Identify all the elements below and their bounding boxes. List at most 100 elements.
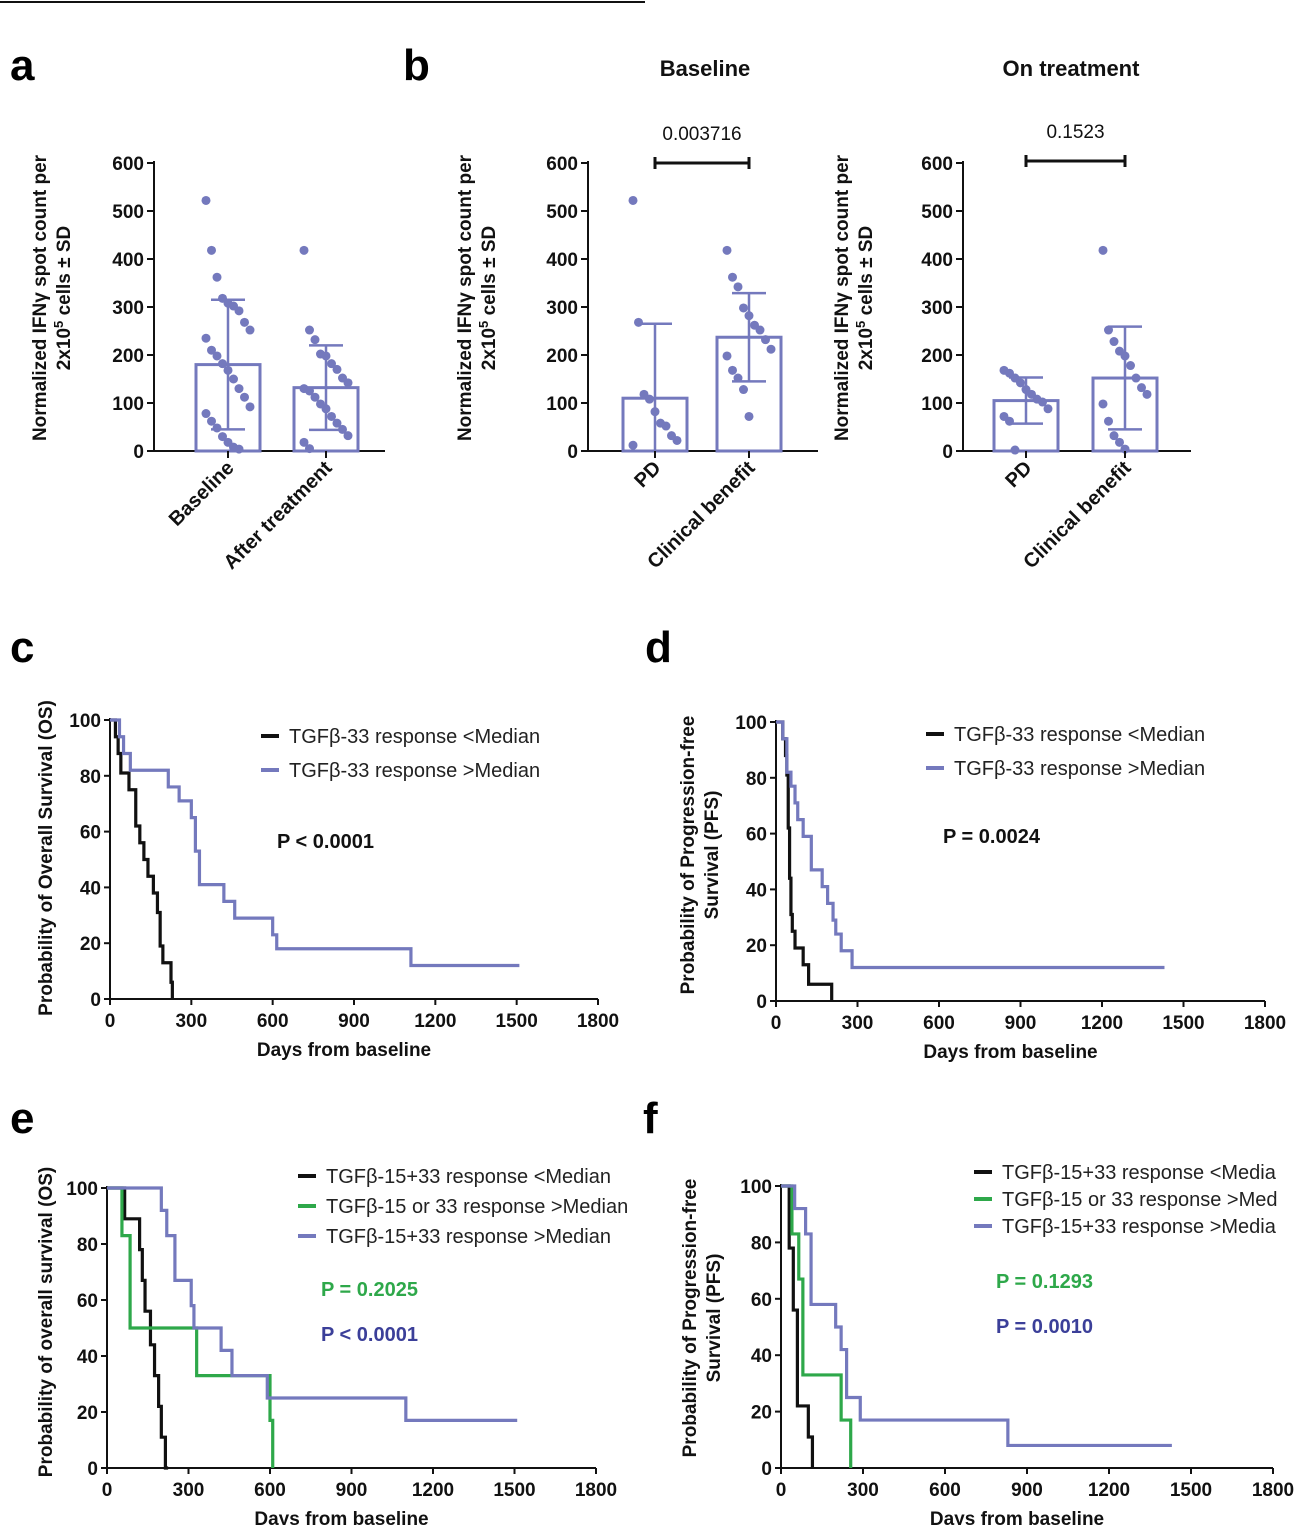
data-point	[661, 421, 671, 431]
data-point	[1120, 351, 1130, 361]
x-tick-label: 900	[1005, 1013, 1037, 1034]
data-point	[739, 303, 748, 313]
y-tick-label: 100	[546, 394, 578, 415]
data-point	[245, 325, 255, 335]
data-point	[1005, 416, 1014, 426]
x-tick-label: 600	[254, 1480, 286, 1501]
y-tick-label: 80	[80, 767, 101, 788]
x-tick-label: 600	[257, 1011, 289, 1032]
data-point	[207, 245, 216, 255]
x-tick-label: 0	[105, 1011, 116, 1032]
data-point	[1115, 437, 1124, 447]
survival-curve	[107, 1186, 275, 1468]
x-tick-label: 0	[102, 1480, 113, 1501]
y-axis-label-line1: Normalized IFNγ spot count per	[832, 154, 853, 441]
y-tick-label: 600	[921, 154, 953, 175]
data-point	[332, 364, 342, 374]
p-value: P = 0.0024	[943, 826, 1041, 848]
y-tick-label: 0	[133, 442, 144, 463]
y-tick-label: 60	[746, 825, 767, 846]
y-tick-label: 0	[567, 442, 578, 463]
y-tick-label: 500	[546, 202, 578, 223]
y-tick-label: 100	[921, 394, 953, 415]
y-tick-label: 300	[546, 298, 578, 319]
x-tick-label: 600	[929, 1480, 961, 1501]
y-tick-label: 400	[546, 250, 578, 271]
y-axis-label-line2: 2x105 cells ± SD	[853, 226, 877, 370]
title-on-treatment: On treatment	[1003, 56, 1141, 81]
y-tick-label: 20	[80, 934, 101, 955]
data-point	[310, 392, 320, 402]
y-tick-label: 500	[921, 202, 953, 223]
y-tick-label: 0	[761, 1459, 772, 1480]
data-point	[223, 365, 233, 375]
y-tick-label: 80	[746, 769, 767, 790]
data-point	[321, 404, 331, 414]
data-point	[327, 411, 336, 421]
data-point	[1038, 397, 1047, 407]
y-tick-label: 100	[66, 1179, 98, 1200]
y-tick-label: 600	[112, 154, 144, 175]
survival-curve	[781, 1184, 1172, 1448]
p-value: P = 0.1293	[996, 1271, 1093, 1293]
data-point	[1098, 399, 1108, 409]
legend-label: TGFβ-15+33 response <Median	[326, 1166, 611, 1188]
y-tick-label: 200	[112, 346, 144, 367]
chart-c: 0 20 40 60 80 100 0 300 600 900 1200 1500 1800 Days f…	[36, 700, 619, 1061]
survival-curve	[781, 1184, 815, 1468]
p-value: P = 0.2025	[321, 1279, 418, 1301]
y-tick-label: 0	[87, 1459, 98, 1480]
y-axis-label-line2: 2x105 cells ± SD	[51, 226, 75, 370]
y-tick-label: 300	[112, 298, 144, 319]
survival-curve	[776, 720, 1165, 970]
data-point	[761, 335, 770, 345]
data-point	[218, 432, 227, 442]
x-tick-label: 1500	[496, 1011, 538, 1032]
x-tick-label: 300	[842, 1013, 874, 1034]
y-tick-label: 400	[112, 250, 144, 271]
data-point	[201, 195, 211, 205]
y-tick-label: 80	[751, 1233, 772, 1254]
y-axis-label-line1: Normalized IFNγ spot count per	[30, 154, 51, 441]
legend-label: TGFβ-15+33 response <Media	[1002, 1162, 1277, 1184]
data-point	[1098, 245, 1108, 255]
title-baseline: Baseline	[660, 56, 751, 81]
legend-label: TGFβ-15 or 33 response >Median	[326, 1196, 628, 1218]
data-point	[672, 435, 682, 445]
y-tick-label: 40	[751, 1346, 772, 1367]
data-point	[343, 431, 353, 441]
chart-d: 0 20 40 60 80 100 0 300 600 900 1200 1500 1800 Days f…	[678, 713, 1286, 1063]
data-point	[212, 351, 222, 361]
y-tick-label: 200	[921, 346, 953, 367]
survival-curve	[110, 718, 174, 999]
x-tick-label: 900	[336, 1480, 368, 1501]
category-label: PD	[630, 457, 665, 492]
data-point	[1142, 389, 1152, 399]
data-point	[201, 333, 211, 343]
x-axis-label: Days from baseline	[254, 1509, 428, 1525]
x-tick-label: 1500	[1162, 1013, 1204, 1034]
data-point	[240, 392, 249, 402]
data-point	[332, 418, 342, 428]
data-point	[1131, 373, 1141, 383]
y-tick-label: 60	[77, 1291, 98, 1312]
y-axis-label-line2: Survival (PFS)	[702, 791, 723, 920]
data-point	[327, 359, 336, 369]
data-point	[212, 272, 222, 282]
y-axis-label: Probability of Overall Survival (OS)	[36, 700, 57, 1016]
x-tick-label: 300	[173, 1480, 205, 1501]
data-point	[234, 306, 244, 316]
category-label: After treatment	[220, 457, 337, 574]
legend-label: TGFβ-33 response >Median	[954, 758, 1205, 780]
x-tick-label: 900	[1011, 1480, 1043, 1501]
data-point	[744, 411, 754, 421]
data-point	[744, 311, 754, 321]
chart-e: 0 20 40 60 80 100 0 300 600 900 1200 1500 1800 Days f…	[36, 1166, 628, 1525]
x-axis-label: Days from baseline	[257, 1040, 431, 1061]
y-tick-label: 300	[921, 298, 953, 319]
data-point	[628, 195, 638, 205]
data-point	[234, 384, 244, 394]
x-tick-label: 300	[175, 1011, 207, 1032]
